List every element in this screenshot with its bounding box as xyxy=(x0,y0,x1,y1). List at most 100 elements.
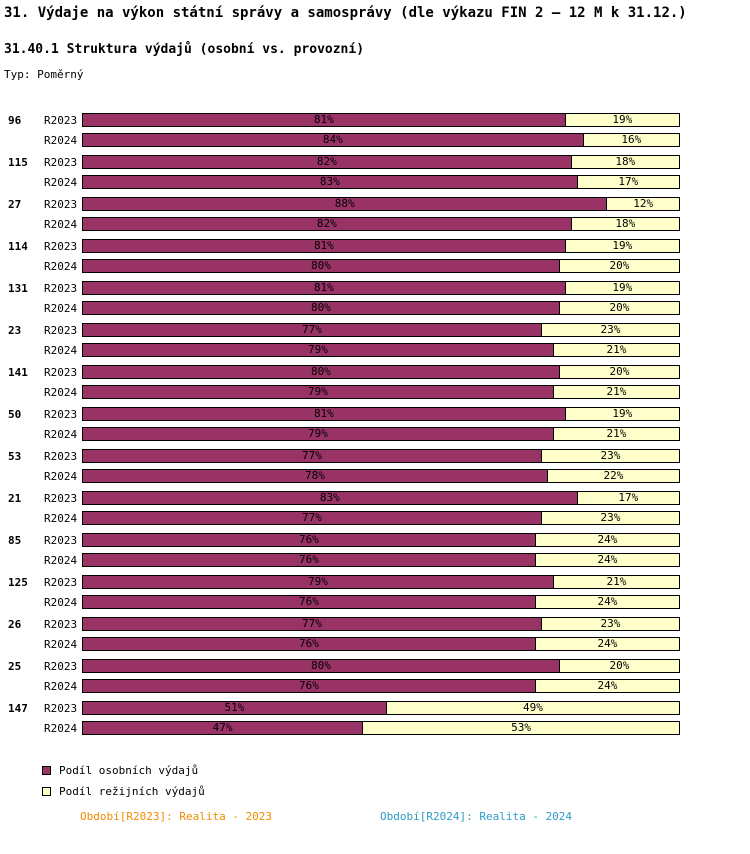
bar-track: 80% 20% xyxy=(82,259,680,273)
bar-track: 76% 24% xyxy=(82,637,680,651)
bar-track: 80% 20% xyxy=(82,365,680,379)
bar-track: 79% 21% xyxy=(82,343,680,357)
bar-group-125: 125 R2023 79% 21% R2024 76% 24% xyxy=(0,572,750,612)
bar-track: 76% 24% xyxy=(82,679,680,693)
bar-track: 88% 12% xyxy=(82,197,680,211)
bar-row: R2024 83% 17% xyxy=(0,172,750,192)
series-label: R2024 xyxy=(44,301,78,315)
bar-segment-overhead: 21% xyxy=(553,386,679,398)
bar-row: 114 R2023 81% 19% xyxy=(0,236,750,256)
chart-footer: Období[R2023]: Realita - 2023 Období[R20… xyxy=(0,810,750,830)
bar-group-53: 53 R2023 77% 23% R2024 78% 22% xyxy=(0,446,750,486)
bar-segment-overhead: 17% xyxy=(577,176,679,188)
bar-track: 83% 17% xyxy=(82,175,680,189)
series-label: R2024 xyxy=(44,553,78,567)
bar-row: 21 R2023 83% 17% xyxy=(0,488,750,508)
bar-row: R2024 77% 23% xyxy=(0,508,750,528)
category-label: 50 xyxy=(8,407,22,421)
bar-row: R2024 84% 16% xyxy=(0,130,750,150)
bar-group-131: 131 R2023 81% 19% R2024 80% 20% xyxy=(0,278,750,318)
bar-row: 141 R2023 80% 20% xyxy=(0,362,750,382)
bar-segment-overhead: 20% xyxy=(559,260,679,272)
series-label: R2024 xyxy=(44,133,78,147)
series-label: R2023 xyxy=(44,323,78,337)
bar-segment-personal: 77% xyxy=(83,618,542,630)
bar-row: 53 R2023 77% 23% xyxy=(0,446,750,466)
bar-group-26: 26 R2023 77% 23% R2024 76% 24% xyxy=(0,614,750,654)
bar-segment-personal: 76% xyxy=(83,554,536,566)
bar-track: 76% 24% xyxy=(82,595,680,609)
series-label: R2024 xyxy=(44,637,78,651)
bar-segment-overhead: 18% xyxy=(571,218,679,230)
category-label: 115 xyxy=(8,155,28,169)
bar-segment-personal: 79% xyxy=(83,344,554,356)
series-label: R2023 xyxy=(44,701,78,715)
bar-track: 47% 53% xyxy=(82,721,680,735)
category-label: 141 xyxy=(8,365,28,379)
bar-track: 81% 19% xyxy=(82,239,680,253)
category-label: 114 xyxy=(8,239,28,253)
chart-type-label: Typ: Poměrný xyxy=(4,68,84,81)
bar-segment-personal: 88% xyxy=(83,198,608,210)
bar-segment-personal: 47% xyxy=(83,722,364,734)
legend-label-personal: Podíl osobních výdajů xyxy=(59,764,199,777)
bar-segment-overhead: 24% xyxy=(535,680,679,692)
series-label: R2024 xyxy=(44,721,78,735)
stacked-bar-chart: 96 R2023 81% 19% R2024 84% 16% 115 R2023 82% 18% R2… xyxy=(0,110,750,740)
bar-segment-personal: 80% xyxy=(83,660,560,672)
category-label: 21 xyxy=(8,491,22,505)
bar-segment-overhead: 24% xyxy=(535,596,679,608)
category-label: 131 xyxy=(8,281,28,295)
bar-track: 80% 20% xyxy=(82,659,680,673)
bar-segment-personal: 77% xyxy=(83,450,542,462)
series-label: R2023 xyxy=(44,239,78,253)
bar-segment-personal: 82% xyxy=(83,218,572,230)
bar-track: 77% 23% xyxy=(82,511,680,525)
category-label: 125 xyxy=(8,575,28,589)
bar-segment-personal: 81% xyxy=(83,240,566,252)
bar-track: 80% 20% xyxy=(82,301,680,315)
bar-segment-overhead: 20% xyxy=(559,366,679,378)
bar-segment-personal: 79% xyxy=(83,428,554,440)
bar-track: 76% 24% xyxy=(82,553,680,567)
chart-subtitle: 31.40.1 Struktura výdajů (osobní vs. pro… xyxy=(4,42,365,57)
bar-row: R2024 79% 21% xyxy=(0,340,750,360)
bar-segment-overhead: 16% xyxy=(583,134,679,146)
bar-segment-personal: 81% xyxy=(83,408,566,420)
bar-segment-overhead: 49% xyxy=(386,702,679,714)
bar-segment-overhead: 21% xyxy=(553,344,679,356)
bar-track: 81% 19% xyxy=(82,407,680,421)
bar-row: 125 R2023 79% 21% xyxy=(0,572,750,592)
bar-track: 82% 18% xyxy=(82,217,680,231)
bar-segment-overhead: 17% xyxy=(577,492,679,504)
bar-segment-personal: 76% xyxy=(83,596,536,608)
bar-group-96: 96 R2023 81% 19% R2024 84% 16% xyxy=(0,110,750,150)
bar-segment-overhead: 24% xyxy=(535,638,679,650)
series-label: R2023 xyxy=(44,617,78,631)
bar-segment-personal: 83% xyxy=(83,176,578,188)
bar-segment-personal: 51% xyxy=(83,702,387,714)
series-label: R2023 xyxy=(44,197,78,211)
bar-segment-overhead: 23% xyxy=(541,324,679,336)
series-label: R2023 xyxy=(44,113,78,127)
bar-track: 77% 23% xyxy=(82,449,680,463)
bar-row: R2024 79% 21% xyxy=(0,382,750,402)
bar-segment-overhead: 20% xyxy=(559,302,679,314)
footer-period-2024: Období[R2024]: Realita - 2024 xyxy=(380,810,573,823)
bar-segment-overhead: 18% xyxy=(571,156,679,168)
series-label: R2024 xyxy=(44,511,78,525)
bar-track: 82% 18% xyxy=(82,155,680,169)
bar-group-114: 114 R2023 81% 19% R2024 80% 20% xyxy=(0,236,750,276)
bar-segment-overhead: 21% xyxy=(553,428,679,440)
series-label: R2024 xyxy=(44,469,78,483)
bar-group-85: 85 R2023 76% 24% R2024 76% 24% xyxy=(0,530,750,570)
bar-track: 51% 49% xyxy=(82,701,680,715)
series-label: R2023 xyxy=(44,281,78,295)
bar-segment-overhead: 12% xyxy=(607,198,679,210)
legend-item-personal: Podíl osobních výdajů xyxy=(42,760,205,781)
bar-track: 76% 24% xyxy=(82,533,680,547)
series-label: R2024 xyxy=(44,427,78,441)
bar-row: 50 R2023 81% 19% xyxy=(0,404,750,424)
bar-row: R2024 47% 53% xyxy=(0,718,750,738)
